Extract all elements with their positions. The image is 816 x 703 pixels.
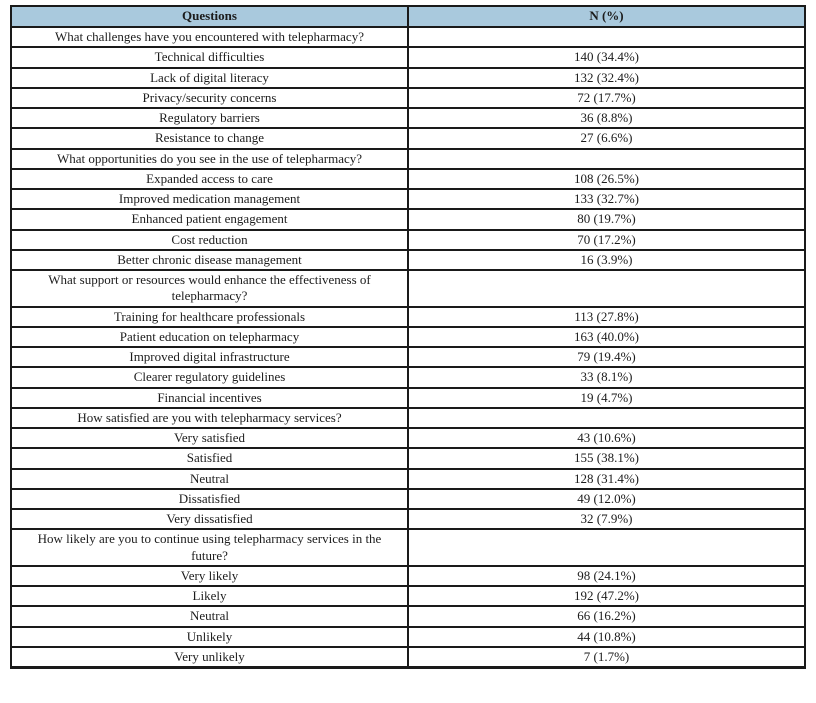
value-cell: 128 (31.4%) [407,467,806,490]
item-row: Improved digital infrastructure 79 (19.4%… [10,345,806,369]
value-cell [407,528,806,567]
item-label-cell: Training for healthcare professionals [10,305,409,328]
value-cell [407,25,806,49]
value-cell: 113 (27.8%) [407,305,806,328]
item-label-cell: Technical difficulties [10,46,409,69]
question-cell: How likely are you to continue using tel… [10,528,409,567]
item-label-cell: Unlikely [10,625,409,648]
value-cell: 79 (19.4%) [407,345,806,369]
value-cell: 140 (34.4%) [407,46,806,69]
value-cell: 192 (47.2%) [407,584,806,608]
value-cell: 36 (8.8%) [407,106,806,130]
item-label-cell: Improved digital infrastructure [10,345,409,369]
item-label-cell: Very unlikely [10,645,409,669]
item-label-cell: Satisfied [10,447,409,470]
column-header-questions: Questions [10,5,409,28]
value-cell: 66 (16.2%) [407,605,806,628]
item-row: Likely 192 (47.2%) [10,584,806,608]
value-cell: 49 (12.0%) [407,487,806,511]
item-label-cell: Enhanced patient engagement [10,208,409,231]
value-cell: 80 (19.7%) [407,208,806,231]
item-label-cell: Very satisfied [10,426,409,450]
item-row: Improved medication management 133 (32.7%… [10,187,806,211]
item-row: Clearer regulatory guidelines 33 (8.1%) [10,366,806,389]
item-row: Lack of digital literacy 132 (32.4%) [10,66,806,89]
item-label-cell: Lack of digital literacy [10,66,409,89]
value-cell: 32 (7.9%) [407,507,806,531]
item-row: Very satisfied 43 (10.6%) [10,426,806,450]
value-cell: 70 (17.2%) [407,228,806,251]
item-row: Very dissatisfied 32 (7.9%) [10,507,806,531]
question-cell: What opportunities do you see in the use… [10,147,409,170]
item-row: Satisfied 155 (38.1%) [10,447,806,470]
item-label-cell: Resistance to change [10,127,409,150]
question-row: How satisfied are you with telepharmacy … [10,406,806,430]
item-row: Unlikely 44 (10.8%) [10,625,806,648]
item-row: Financial incentives 19 (4.7%) [10,386,806,409]
question-cell: What support or resources would enhance … [10,269,409,308]
item-label-cell: Neutral [10,467,409,490]
value-cell: 108 (26.5%) [407,167,806,191]
item-label-cell: Patient education on telepharmacy [10,325,409,349]
item-row: Better chronic disease management 16 (3.9… [10,248,806,272]
value-cell [407,269,806,308]
item-label-cell: Very dissatisfied [10,507,409,531]
item-row: Technical difficulties 140 (34.4%) [10,46,806,69]
item-row: Very unlikely 7 (1.7%) [10,645,806,669]
value-cell: 132 (32.4%) [407,66,806,89]
question-row: What support or resources would enhance … [10,269,806,308]
item-row: Neutral 128 (31.4%) [10,467,806,490]
item-label-cell: Regulatory barriers [10,106,409,130]
table-header: Questions N (%) [10,5,806,28]
value-cell: 155 (38.1%) [407,447,806,470]
survey-results-table: Questions N (%) What challenges have you… [10,5,806,669]
value-cell: 7 (1.7%) [407,645,806,669]
value-cell: 33 (8.1%) [407,366,806,389]
value-cell: 133 (32.7%) [407,187,806,211]
item-row: Privacy/security concerns 72 (17.7%) [10,86,806,110]
item-label-cell: Clearer regulatory guidelines [10,366,409,389]
question-row: What opportunities do you see in the use… [10,147,806,170]
value-cell: 19 (4.7%) [407,386,806,409]
value-cell: 43 (10.6%) [407,426,806,450]
item-row: Very likely 98 (24.1%) [10,564,806,588]
item-row: Cost reduction 70 (17.2%) [10,228,806,251]
item-row: Resistance to change 27 (6.6%) [10,127,806,150]
item-label-cell: Better chronic disease management [10,248,409,272]
value-cell: 72 (17.7%) [407,86,806,110]
item-row: Enhanced patient engagement 80 (19.7%) [10,208,806,231]
question-cell: What challenges have you encountered wit… [10,25,409,49]
item-label-cell: Likely [10,584,409,608]
item-row: Regulatory barriers 36 (8.8%) [10,106,806,130]
value-cell: 16 (3.9%) [407,248,806,272]
value-cell: 27 (6.6%) [407,127,806,150]
value-cell: 163 (40.0%) [407,325,806,349]
value-cell: 44 (10.8%) [407,625,806,648]
question-cell: How satisfied are you with telepharmacy … [10,406,409,430]
item-label-cell: Very likely [10,564,409,588]
item-label-cell: Neutral [10,605,409,628]
item-row: Neutral 66 (16.2%) [10,605,806,628]
item-label-cell: Improved medication management [10,187,409,211]
item-row: Dissatisfied 49 (12.0%) [10,487,806,511]
item-label-cell: Expanded access to care [10,167,409,191]
value-cell: 98 (24.1%) [407,564,806,588]
column-header-n-percent: N (%) [407,5,806,28]
header-row: Questions N (%) [10,5,806,28]
question-row: What challenges have you encountered wit… [10,25,806,49]
item-row: Training for healthcare professionals 113… [10,305,806,328]
table-body: What challenges have you encountered wit… [10,25,806,669]
item-label-cell: Privacy/security concerns [10,86,409,110]
value-cell [407,406,806,430]
item-label-cell: Cost reduction [10,228,409,251]
question-row: How likely are you to continue using tel… [10,528,806,567]
value-cell [407,147,806,170]
item-row: Patient education on telepharmacy 163 (40… [10,325,806,349]
item-row: Expanded access to care 108 (26.5%) [10,167,806,191]
item-label-cell: Dissatisfied [10,487,409,511]
item-label-cell: Financial incentives [10,386,409,409]
